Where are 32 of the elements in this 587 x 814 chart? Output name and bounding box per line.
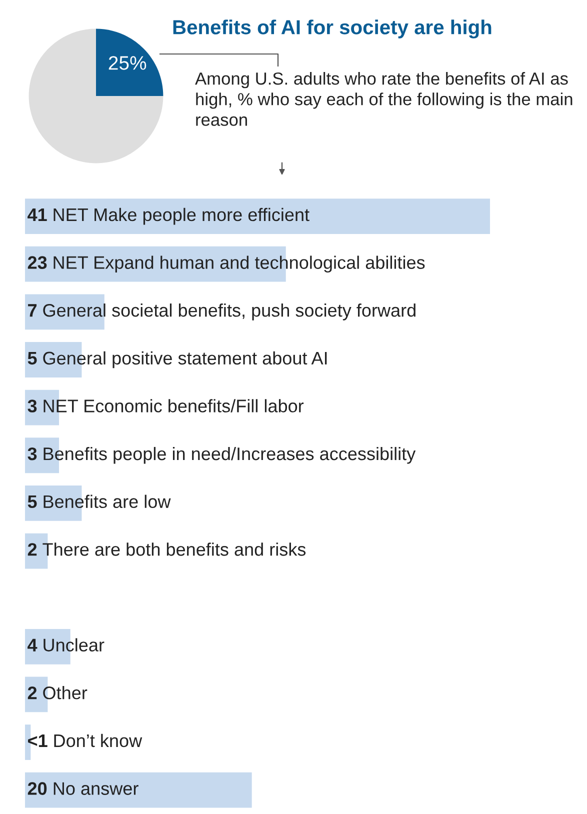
bar bbox=[25, 198, 490, 234]
y-tick-label: Benefits are low bbox=[44, 494, 171, 508]
pie-slice bbox=[28, 28, 164, 164]
data-label: 2 bbox=[28, 686, 37, 700]
pie-slice bbox=[96, 28, 164, 96]
data-label: 20 bbox=[28, 782, 47, 795]
data-label: 23 bbox=[28, 256, 47, 269]
text: Benefits of AI for society are high bbox=[173, 20, 492, 38]
data-label: 7 bbox=[28, 304, 37, 317]
y-tick-label: There are both benefits and risks bbox=[42, 542, 306, 556]
y-tick-label: NET Economic benefits/Fill labor bbox=[44, 399, 304, 412]
chart-title: Among U.S. adults who rate the benefits of AI as high, % who say each of the following is the main reason bbox=[195, 72, 572, 126]
data-label: 5 bbox=[28, 495, 37, 508]
y-tick-label: General societal benefits, push society forward bbox=[43, 304, 416, 320]
data-label: 41 bbox=[28, 208, 47, 221]
y-tick-label: Other bbox=[43, 686, 88, 700]
y-tick-label: Unclear bbox=[44, 638, 104, 652]
data-label: 25% bbox=[108, 56, 146, 70]
data-label: 2 bbox=[28, 543, 37, 556]
bar bbox=[25, 772, 252, 808]
y-tick-label: Benefits people in need/Increases accessibility bbox=[44, 446, 416, 464]
y-tick-label: General positive statement about AI bbox=[43, 351, 327, 368]
bar bbox=[25, 294, 104, 330]
data-label: 5 bbox=[28, 352, 37, 365]
y-tick-label: Don’t know bbox=[54, 734, 142, 748]
data-label: 3 bbox=[28, 400, 37, 412]
y-tick-label: NET Expand human and technological abilities bbox=[54, 256, 425, 273]
data-label: 3 bbox=[28, 447, 37, 460]
data-label: <1 bbox=[28, 734, 48, 747]
y-tick-label: No answer bbox=[54, 782, 138, 795]
data-label: 4 bbox=[28, 638, 38, 652]
y-tick-label: NET Make people more efficient bbox=[54, 208, 310, 225]
